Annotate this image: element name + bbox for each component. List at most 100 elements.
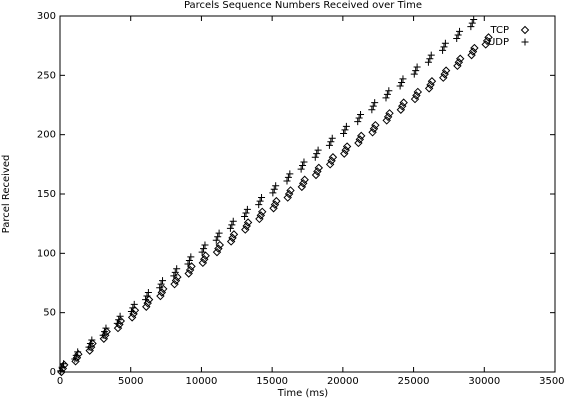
point — [383, 112, 393, 122]
point — [410, 94, 420, 104]
point — [484, 33, 493, 42]
point — [354, 118, 362, 126]
point — [226, 224, 234, 232]
point — [297, 182, 307, 192]
point — [383, 90, 391, 98]
point — [341, 126, 349, 134]
point — [456, 27, 464, 35]
point — [129, 304, 137, 312]
point — [156, 284, 164, 292]
point — [314, 163, 324, 173]
point — [142, 296, 150, 304]
point — [58, 363, 66, 371]
point — [171, 268, 179, 276]
point — [441, 66, 451, 75]
point — [270, 200, 280, 209]
point — [85, 346, 94, 355]
point — [228, 221, 236, 229]
point — [212, 247, 222, 257]
point — [102, 324, 110, 332]
point — [410, 70, 418, 78]
point — [57, 367, 65, 375]
point — [328, 134, 336, 142]
point — [297, 165, 305, 173]
point — [115, 316, 123, 324]
point — [368, 106, 376, 114]
y-tick-label: 200 — [37, 130, 56, 141]
point — [327, 138, 335, 146]
point — [130, 300, 138, 308]
point — [441, 39, 449, 47]
point — [313, 167, 322, 176]
y-tick-label: 300 — [37, 11, 56, 22]
point — [243, 218, 253, 227]
point — [424, 58, 432, 66]
point — [396, 82, 404, 90]
point — [454, 58, 464, 67]
point — [426, 80, 435, 90]
point — [427, 51, 435, 59]
point — [198, 248, 206, 256]
legend-marker — [521, 38, 529, 46]
point — [283, 193, 292, 202]
point — [272, 196, 281, 206]
point — [229, 217, 237, 225]
y-tick-label: 250 — [37, 70, 56, 81]
point — [127, 313, 137, 322]
point — [116, 312, 124, 320]
point — [255, 214, 264, 224]
point — [214, 233, 222, 241]
point — [143, 292, 151, 300]
point — [214, 244, 223, 253]
point — [468, 19, 476, 27]
point — [440, 43, 448, 51]
point — [74, 348, 82, 356]
point — [311, 170, 321, 180]
point — [398, 78, 406, 86]
point — [284, 189, 294, 199]
point — [200, 245, 208, 253]
point — [212, 236, 220, 244]
chart-title: Parcels Sequence Numbers Received over T… — [184, 0, 422, 11]
point — [413, 63, 421, 71]
point — [371, 99, 379, 107]
point — [187, 262, 196, 271]
point — [228, 233, 237, 243]
point — [467, 23, 475, 31]
point — [170, 272, 178, 280]
point — [283, 177, 291, 185]
x-tick-label: 15000 — [256, 376, 288, 387]
point — [382, 94, 390, 102]
point — [424, 84, 434, 93]
point — [328, 153, 338, 162]
point — [355, 135, 365, 144]
point — [341, 145, 350, 155]
point — [258, 207, 267, 217]
point — [468, 47, 478, 56]
point — [314, 146, 322, 154]
point — [243, 205, 251, 213]
point — [269, 204, 278, 213]
y-tick-label: 0 — [50, 367, 56, 378]
point — [439, 46, 447, 54]
point — [342, 142, 352, 151]
point — [86, 340, 94, 348]
point — [173, 265, 181, 273]
point — [71, 355, 79, 363]
point — [198, 258, 208, 268]
point — [371, 120, 380, 130]
point — [241, 225, 250, 234]
point — [99, 334, 109, 343]
point — [215, 240, 225, 250]
point — [300, 175, 309, 184]
point — [325, 141, 333, 149]
point — [72, 351, 80, 359]
point — [258, 194, 266, 202]
point — [427, 77, 437, 86]
point — [412, 91, 421, 100]
point — [357, 131, 366, 141]
point — [398, 101, 407, 111]
point — [413, 87, 423, 97]
y-tick-label: 50 — [43, 308, 56, 319]
